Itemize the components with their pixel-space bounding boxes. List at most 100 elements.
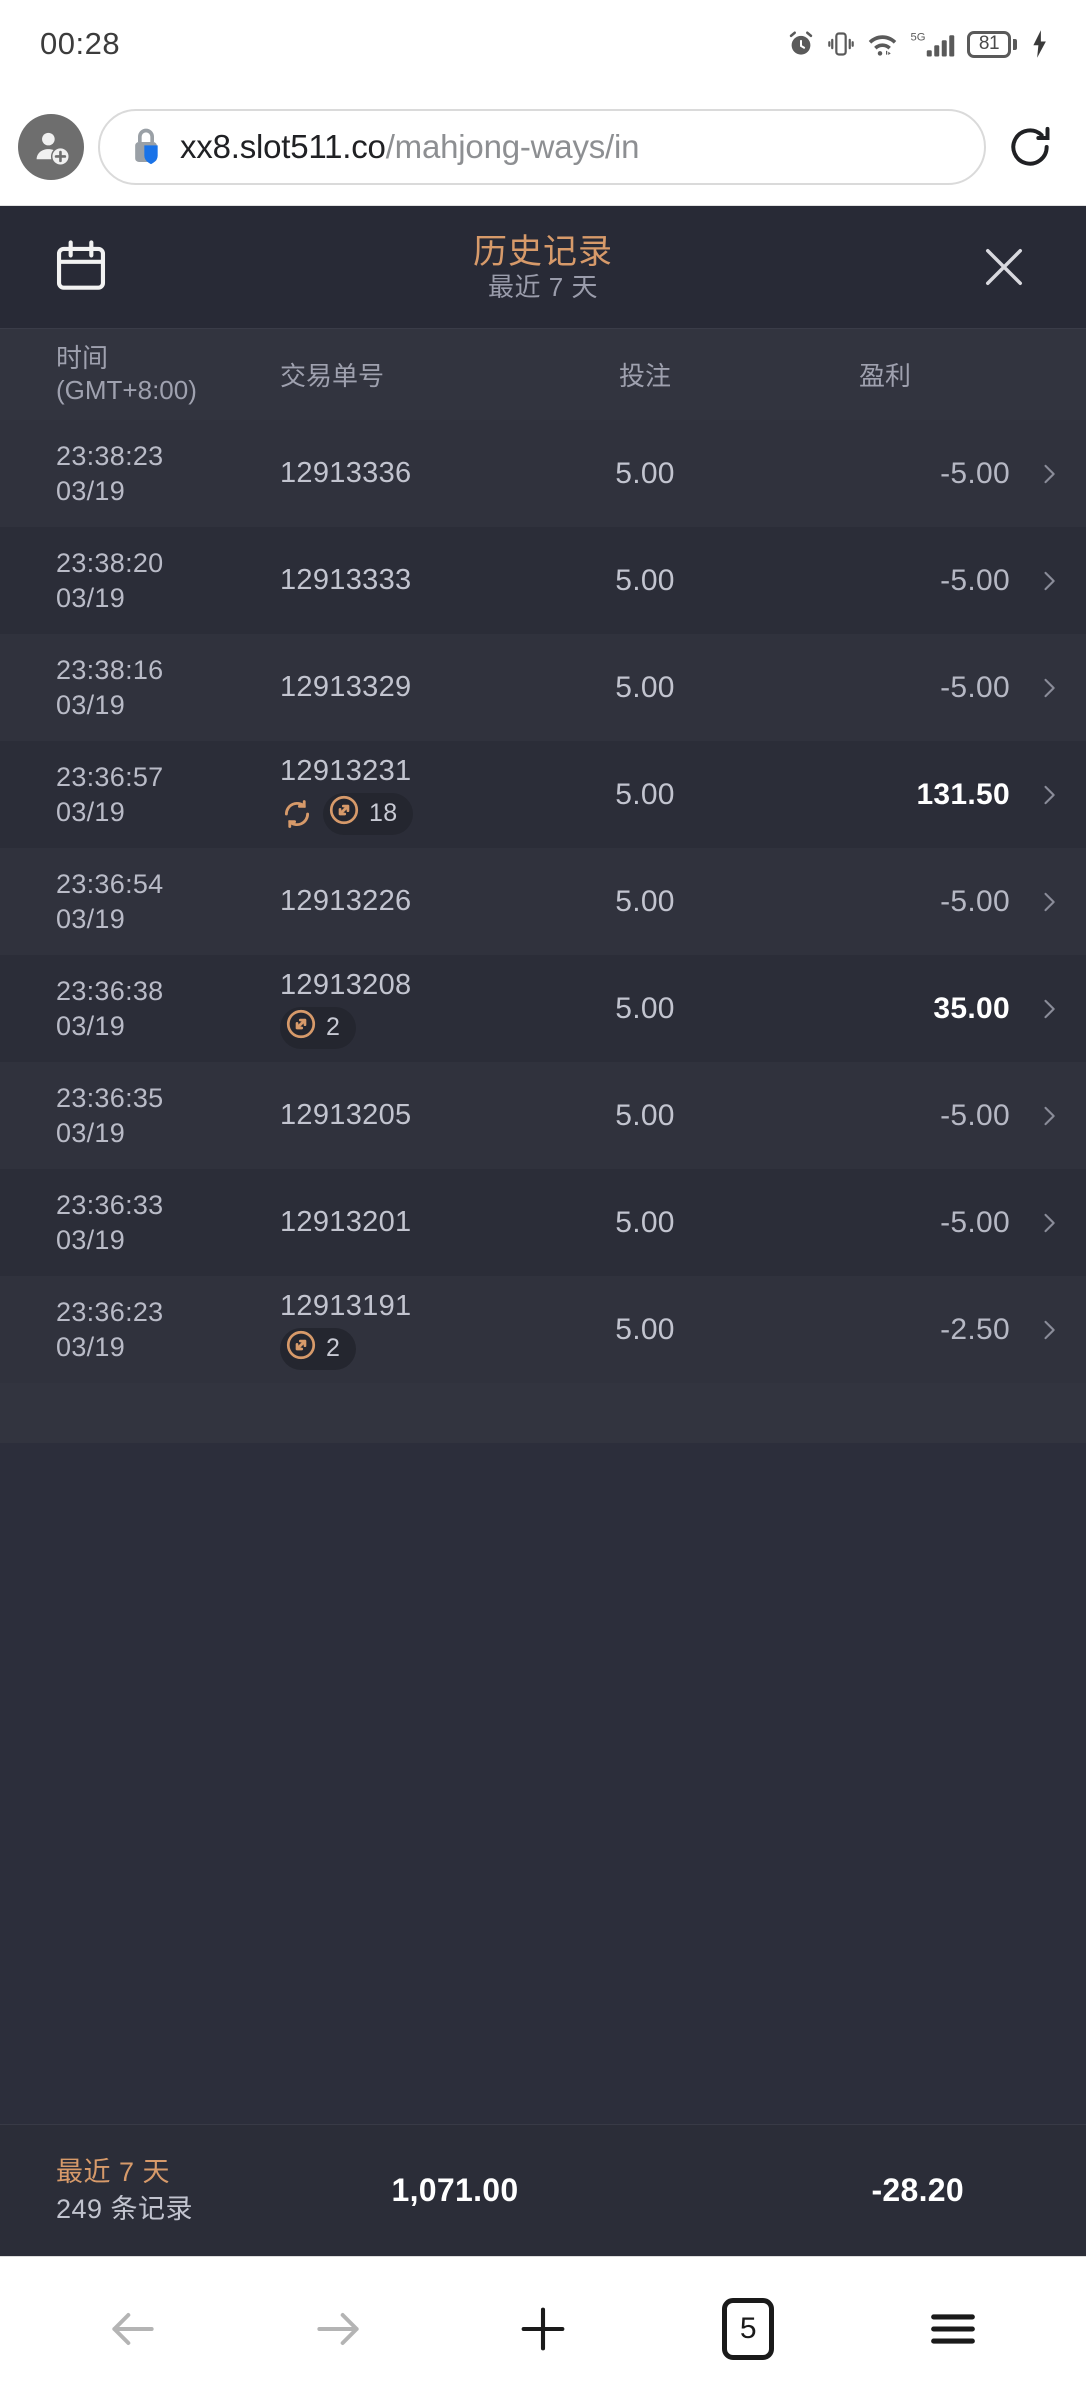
battery-nub xyxy=(1013,38,1017,50)
row-time-date: 03/19 xyxy=(56,1331,126,1362)
multiplier-value: 2 xyxy=(326,1013,341,1041)
vibrate-icon xyxy=(828,32,854,56)
row-time: 23:36:35 03/19 xyxy=(0,1081,280,1149)
table-row[interactable]: 23:38:20 03/19 12913333 5.00 -5.00 xyxy=(0,527,1086,634)
url-host: xx8.slot511.co xyxy=(180,127,386,165)
row-time-clock: 23:38:23 xyxy=(56,441,164,472)
row-time-clock: 23:38:20 xyxy=(56,548,164,579)
row-profit: -2.50 xyxy=(940,1312,1010,1346)
row-bet: 5.00 xyxy=(615,1098,675,1132)
row-time-date: 03/19 xyxy=(56,689,126,720)
chevron-right-icon[interactable] xyxy=(1028,995,1086,1023)
chevron-right-icon[interactable] xyxy=(1028,1102,1086,1130)
summary-count: 249 条记录 xyxy=(56,2193,194,2224)
row-time: 23:36:57 03/19 xyxy=(0,760,280,828)
status-icons: 5G 81 xyxy=(786,29,1050,59)
table-row[interactable]: 23:36:23 03/19 12913191 2 5.00 -2.50 xyxy=(0,1276,1086,1383)
svg-text:5G: 5G xyxy=(911,31,926,43)
chevron-right-icon[interactable] xyxy=(1028,1316,1086,1344)
row-time: 23:36:23 03/19 xyxy=(0,1295,280,1363)
secure-lock-icon xyxy=(126,123,166,171)
profile-add-icon[interactable] xyxy=(18,113,84,180)
table-row[interactable]: 23:36:54 03/19 12913226 5.00 -5.00 xyxy=(0,848,1086,955)
browser-url-bar: xx8.slot511.co/mahjong-ways/in xyxy=(0,88,1086,206)
column-header-bet: 投注 xyxy=(618,361,671,391)
alarm-icon xyxy=(789,31,813,55)
url-path: /mahjong-ways/in xyxy=(385,127,640,165)
row-time-clock: 23:36:35 xyxy=(56,1083,164,1114)
row-time: 23:38:23 03/19 xyxy=(0,439,280,507)
chevron-right-icon[interactable] xyxy=(1028,781,1086,809)
forward-arrow-icon[interactable] xyxy=(290,2281,386,2377)
chevron-right-icon[interactable] xyxy=(1028,1209,1086,1237)
row-profit: -5.00 xyxy=(940,670,1010,704)
address-bar[interactable]: xx8.slot511.co/mahjong-ways/in xyxy=(98,108,986,185)
history-panel: 历史记录 最近 7 天 时间 (GMT+8:00) 交易单号 投注 盈利 23:… xyxy=(0,206,1086,2256)
column-header-profit: 盈利 xyxy=(858,361,911,391)
row-order-id: 12913336 xyxy=(280,457,530,490)
row-order-id-value: 12913329 xyxy=(280,671,412,703)
table-row[interactable]: 23:36:38 03/19 12913208 2 5.00 35.00 xyxy=(0,955,1086,1062)
row-badges: 18 xyxy=(280,792,414,835)
history-rows-list[interactable]: 23:38:23 03/19 12913336 5.00 -5.00 23:38:20 03… xyxy=(0,420,1086,2124)
multiplier-icon xyxy=(284,1328,318,1370)
row-badges: 2 xyxy=(280,1006,357,1049)
row-bet: 5.00 xyxy=(615,1205,675,1239)
status-clock: 00:28 xyxy=(40,26,121,61)
charging-bolt-icon xyxy=(1033,30,1046,58)
multiplier-badge: 2 xyxy=(280,1327,357,1370)
close-icon[interactable] xyxy=(968,231,1040,303)
row-profit: -5.00 xyxy=(940,563,1010,597)
row-order-id-value: 12913231 xyxy=(280,754,412,787)
chevron-right-icon[interactable] xyxy=(1028,567,1086,595)
row-order-id: 12913333 xyxy=(280,564,530,597)
row-bet: 5.00 xyxy=(615,777,675,811)
table-row[interactable]: 23:38:16 03/19 12913329 5.00 -5.00 xyxy=(0,634,1086,741)
row-time-date: 03/19 xyxy=(56,796,126,827)
table-row[interactable]: 23:36:35 03/19 12913205 5.00 -5.00 xyxy=(0,1062,1086,1169)
row-time-clock: 23:38:16 xyxy=(56,655,164,686)
row-order-id: 12913329 xyxy=(280,671,530,704)
plus-icon[interactable] xyxy=(495,2281,591,2377)
row-time: 23:36:54 03/19 xyxy=(0,867,280,935)
row-profit: -5.00 xyxy=(940,1205,1010,1239)
row-profit: 131.50 xyxy=(916,777,1010,811)
row-order-id: 12913226 xyxy=(280,885,530,918)
table-row[interactable]: 23:36:33 03/19 12913201 5.00 -5.00 xyxy=(0,1169,1086,1276)
row-time-date: 03/19 xyxy=(56,1010,126,1041)
row-time-clock: 23:36:23 xyxy=(56,1297,164,1328)
chevron-right-icon[interactable] xyxy=(1028,460,1086,488)
reload-icon[interactable] xyxy=(1000,117,1060,177)
table-column-headers: 时间 (GMT+8:00) 交易单号 投注 盈利 xyxy=(0,328,1086,420)
row-bet: 5.00 xyxy=(615,1312,675,1346)
row-time-date: 03/19 xyxy=(56,582,126,613)
row-profit: -5.00 xyxy=(940,884,1010,918)
row-time: 23:36:33 03/19 xyxy=(0,1188,280,1256)
multiplier-icon xyxy=(327,793,361,835)
column-header-order-id: 交易单号 xyxy=(280,361,385,391)
row-order-id: 12913205 xyxy=(280,1099,530,1132)
page-subtitle: 最近 7 天 xyxy=(488,271,598,302)
chevron-right-icon[interactable] xyxy=(1028,888,1086,916)
column-header-time-tz: (GMT+8:00) xyxy=(56,374,197,405)
summary-row: 最近 7 天 249 条记录 1,071.00 -28.20 xyxy=(0,2124,1086,2256)
back-arrow-icon[interactable] xyxy=(85,2281,181,2377)
row-order-id-value: 12913336 xyxy=(280,457,412,489)
summary-left: 最近 7 天 249 条记录 xyxy=(0,2154,330,2227)
multiplier-value: 18 xyxy=(369,799,398,827)
tab-count-button[interactable]: 5 xyxy=(700,2281,796,2377)
calendar-icon[interactable] xyxy=(46,232,116,302)
table-row[interactable]: 23:36:57 03/19 12913231 18 5.00 131.50 xyxy=(0,741,1086,848)
row-order-id-value: 12913333 xyxy=(280,564,412,596)
chevron-right-icon[interactable] xyxy=(1028,674,1086,702)
row-time: 23:36:38 03/19 xyxy=(0,974,280,1042)
hamburger-menu-icon[interactable] xyxy=(905,2281,1001,2377)
row-bet: 5.00 xyxy=(615,991,675,1025)
row-time-clock: 23:36:54 xyxy=(56,869,164,900)
row-profit: -5.00 xyxy=(940,456,1010,490)
page-title: 历史记录 xyxy=(473,232,613,271)
table-row[interactable]: 23:38:23 03/19 12913336 5.00 -5.00 xyxy=(0,420,1086,527)
row-order-id-value: 12913201 xyxy=(280,1206,412,1238)
row-profit: 35.00 xyxy=(933,991,1010,1025)
row-bet: 5.00 xyxy=(615,670,675,704)
